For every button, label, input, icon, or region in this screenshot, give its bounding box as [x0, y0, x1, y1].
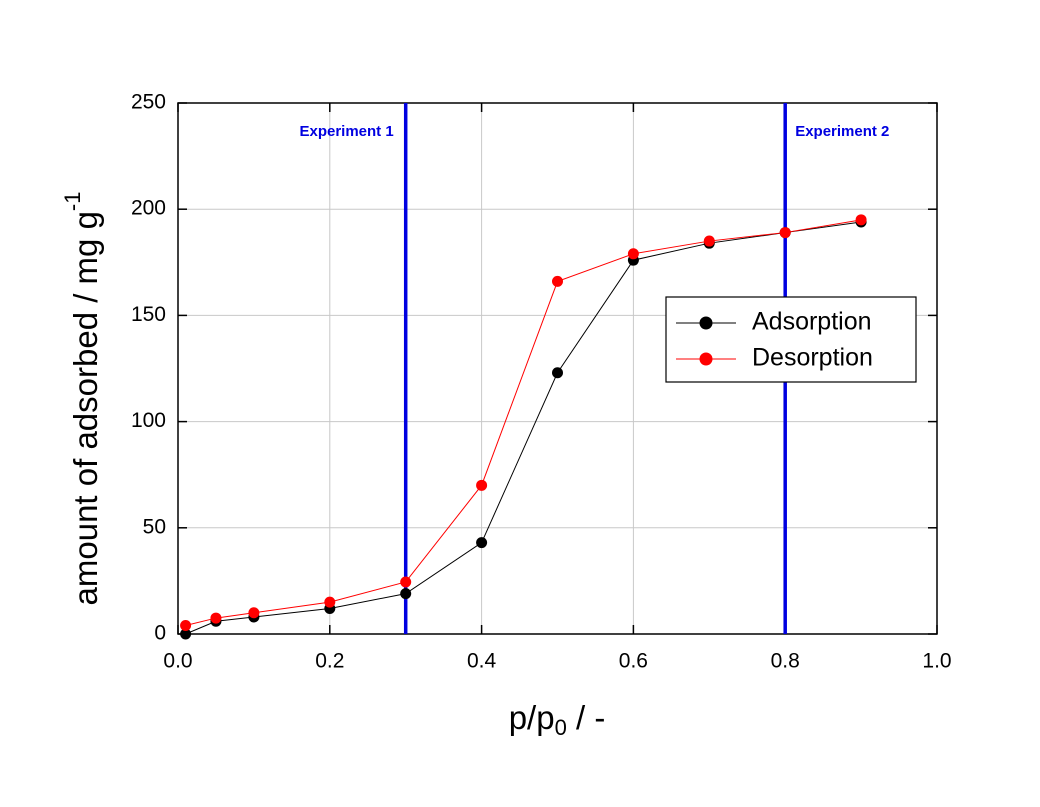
- legend-marker: [699, 352, 713, 366]
- data-point: [476, 479, 488, 491]
- x-tick-label: 0.4: [467, 650, 497, 673]
- data-point: [400, 576, 412, 588]
- y-axis-label-part: -1: [60, 192, 85, 212]
- data-point: [476, 537, 488, 549]
- data-point: [180, 628, 192, 640]
- y-tick-label: 100: [131, 409, 166, 432]
- y-tick-label: 200: [131, 197, 166, 220]
- x-tick-label: 1.0: [922, 650, 951, 673]
- x-tick-label: 0.0: [163, 650, 192, 673]
- annotation: Experiment 1: [299, 123, 393, 140]
- data-point: [248, 607, 260, 619]
- y-tick-label: 250: [131, 91, 166, 114]
- data-point: [324, 596, 336, 608]
- y-axis-label-part: amount of adsorbed / mg g: [67, 211, 104, 605]
- data-point: [180, 620, 192, 632]
- data-point: [552, 367, 563, 379]
- x-axis-label: p/p0 / -: [509, 699, 606, 740]
- data-point: [552, 275, 563, 287]
- x-axis-label-part: / -: [567, 699, 606, 736]
- legend-label: Desorption: [752, 344, 873, 372]
- data-point: [855, 214, 867, 226]
- x-tick-label: 0.8: [771, 650, 800, 673]
- data-point: [627, 248, 639, 260]
- plot-frame: [177, 102, 938, 635]
- x-axis-label-part: 0: [555, 715, 567, 740]
- legend-label: Adsorption: [752, 308, 872, 336]
- legend-box: [665, 296, 917, 383]
- annotation: Experiment 2: [795, 123, 889, 140]
- y-tick-label: 50: [143, 515, 166, 538]
- data-point: [703, 235, 715, 247]
- legend-marker: [699, 316, 713, 330]
- x-tick-label: 0.6: [619, 650, 648, 673]
- data-point: [210, 612, 222, 624]
- data-point: [779, 227, 791, 239]
- x-axis-label-part: p/p: [509, 699, 555, 736]
- y-tick-label: 150: [131, 303, 166, 326]
- data-point: [400, 588, 412, 600]
- x-tick-label: 0.2: [315, 650, 344, 673]
- y-axis-label: amount of adsorbed / mg g-1: [60, 192, 104, 606]
- y-tick-label: 0: [154, 622, 166, 645]
